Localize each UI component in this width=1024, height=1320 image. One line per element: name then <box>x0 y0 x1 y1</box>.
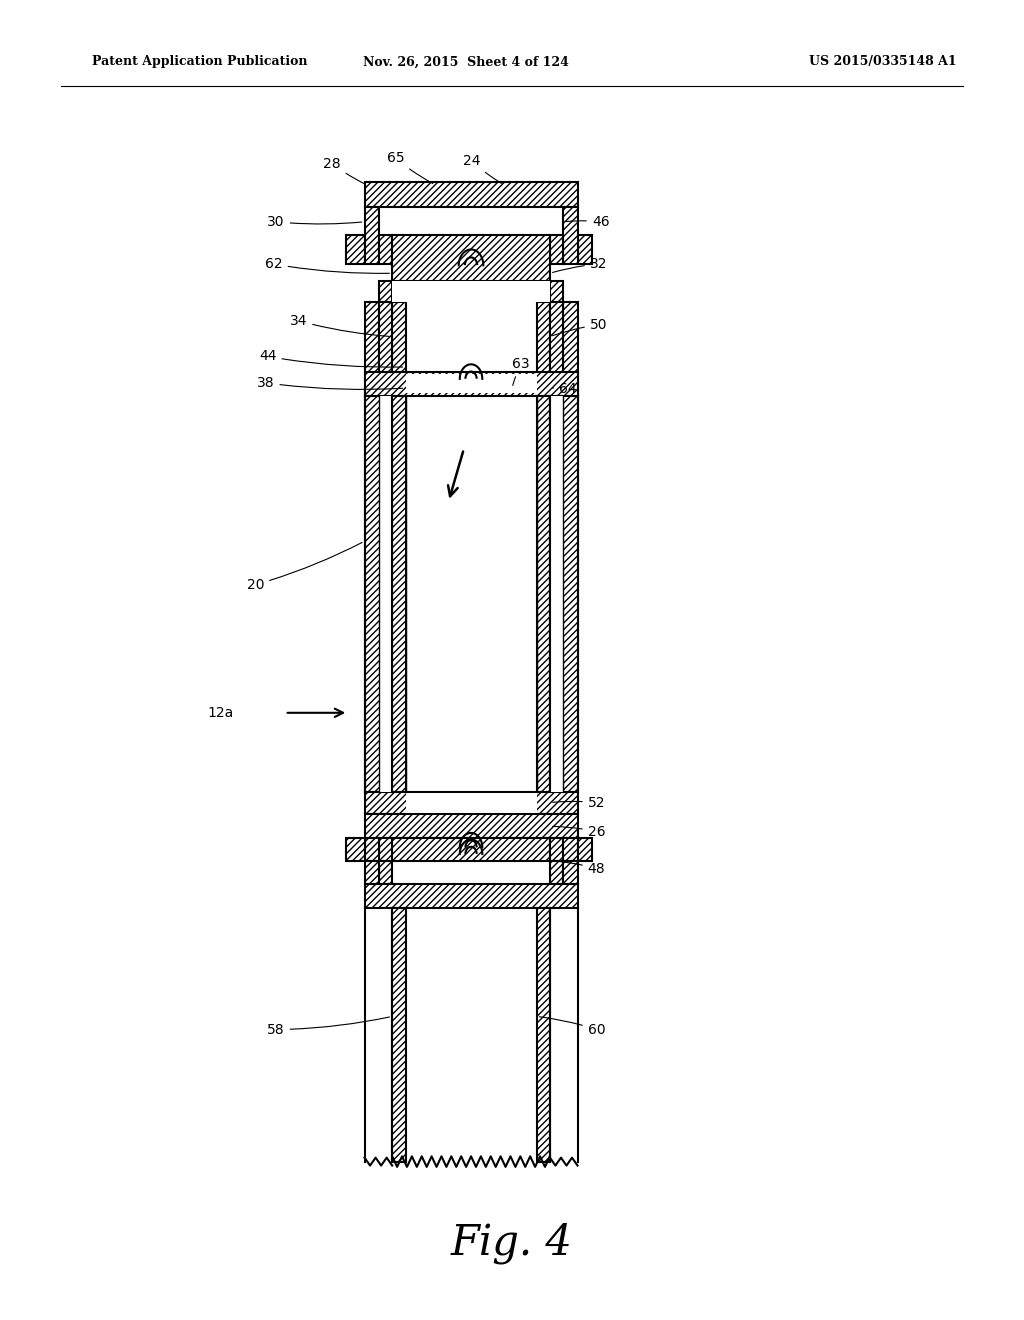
Bar <box>406 374 537 393</box>
Text: 64: 64 <box>553 383 577 396</box>
Bar <box>550 396 563 792</box>
Bar <box>365 207 379 264</box>
Bar <box>392 838 550 861</box>
Bar <box>550 302 563 396</box>
Bar <box>379 861 392 884</box>
Text: Patent Application Publication: Patent Application Publication <box>92 55 307 69</box>
Bar <box>365 884 578 908</box>
Text: 24: 24 <box>463 154 502 183</box>
Bar <box>365 396 392 792</box>
Text: 52: 52 <box>553 796 605 809</box>
Text: 63: 63 <box>512 358 529 385</box>
Bar <box>537 302 550 396</box>
Text: 44: 44 <box>259 350 402 367</box>
Bar <box>563 838 578 861</box>
Text: 32: 32 <box>553 257 607 272</box>
Text: 20: 20 <box>247 543 362 591</box>
Bar <box>365 792 578 814</box>
Bar <box>392 908 406 1162</box>
Bar <box>537 908 550 1162</box>
Text: Fig. 4: Fig. 4 <box>451 1222 573 1265</box>
Text: 60: 60 <box>540 1016 605 1036</box>
Text: 50: 50 <box>553 318 607 335</box>
Bar <box>379 302 392 396</box>
Text: 38: 38 <box>257 376 402 389</box>
Bar <box>563 207 578 264</box>
Bar <box>392 302 406 396</box>
Bar <box>392 281 550 302</box>
Text: 65: 65 <box>387 152 433 183</box>
Bar <box>550 281 563 302</box>
Text: 48: 48 <box>553 861 605 875</box>
Bar <box>365 838 379 861</box>
Text: Nov. 26, 2015  Sheet 4 of 124: Nov. 26, 2015 Sheet 4 of 124 <box>362 55 569 69</box>
Bar <box>379 838 392 861</box>
Bar <box>365 814 578 838</box>
Bar <box>379 235 392 264</box>
Bar <box>537 396 550 792</box>
Text: US 2015/0335148 A1: US 2015/0335148 A1 <box>809 55 956 69</box>
Bar <box>550 861 563 884</box>
Bar <box>365 372 578 396</box>
Bar <box>578 838 592 861</box>
Text: 26: 26 <box>553 825 605 838</box>
Bar <box>550 396 578 792</box>
Bar <box>365 861 379 884</box>
Text: 34: 34 <box>290 314 389 337</box>
Text: 12a: 12a <box>207 706 233 719</box>
Text: 58: 58 <box>267 1016 389 1036</box>
Bar <box>379 396 392 792</box>
Text: 28: 28 <box>324 157 365 183</box>
Bar <box>346 838 365 861</box>
Bar <box>563 302 578 396</box>
Bar <box>550 235 563 264</box>
Bar <box>392 396 406 792</box>
Text: 46: 46 <box>566 215 609 228</box>
Bar <box>365 302 379 396</box>
Bar <box>406 793 537 813</box>
Bar <box>563 861 578 884</box>
Text: 30: 30 <box>267 215 361 228</box>
Bar <box>550 838 563 861</box>
Bar <box>392 235 550 281</box>
Bar <box>379 281 392 302</box>
Bar <box>578 235 592 264</box>
Bar <box>346 235 365 264</box>
Text: 62: 62 <box>265 257 389 273</box>
Bar <box>365 182 578 207</box>
